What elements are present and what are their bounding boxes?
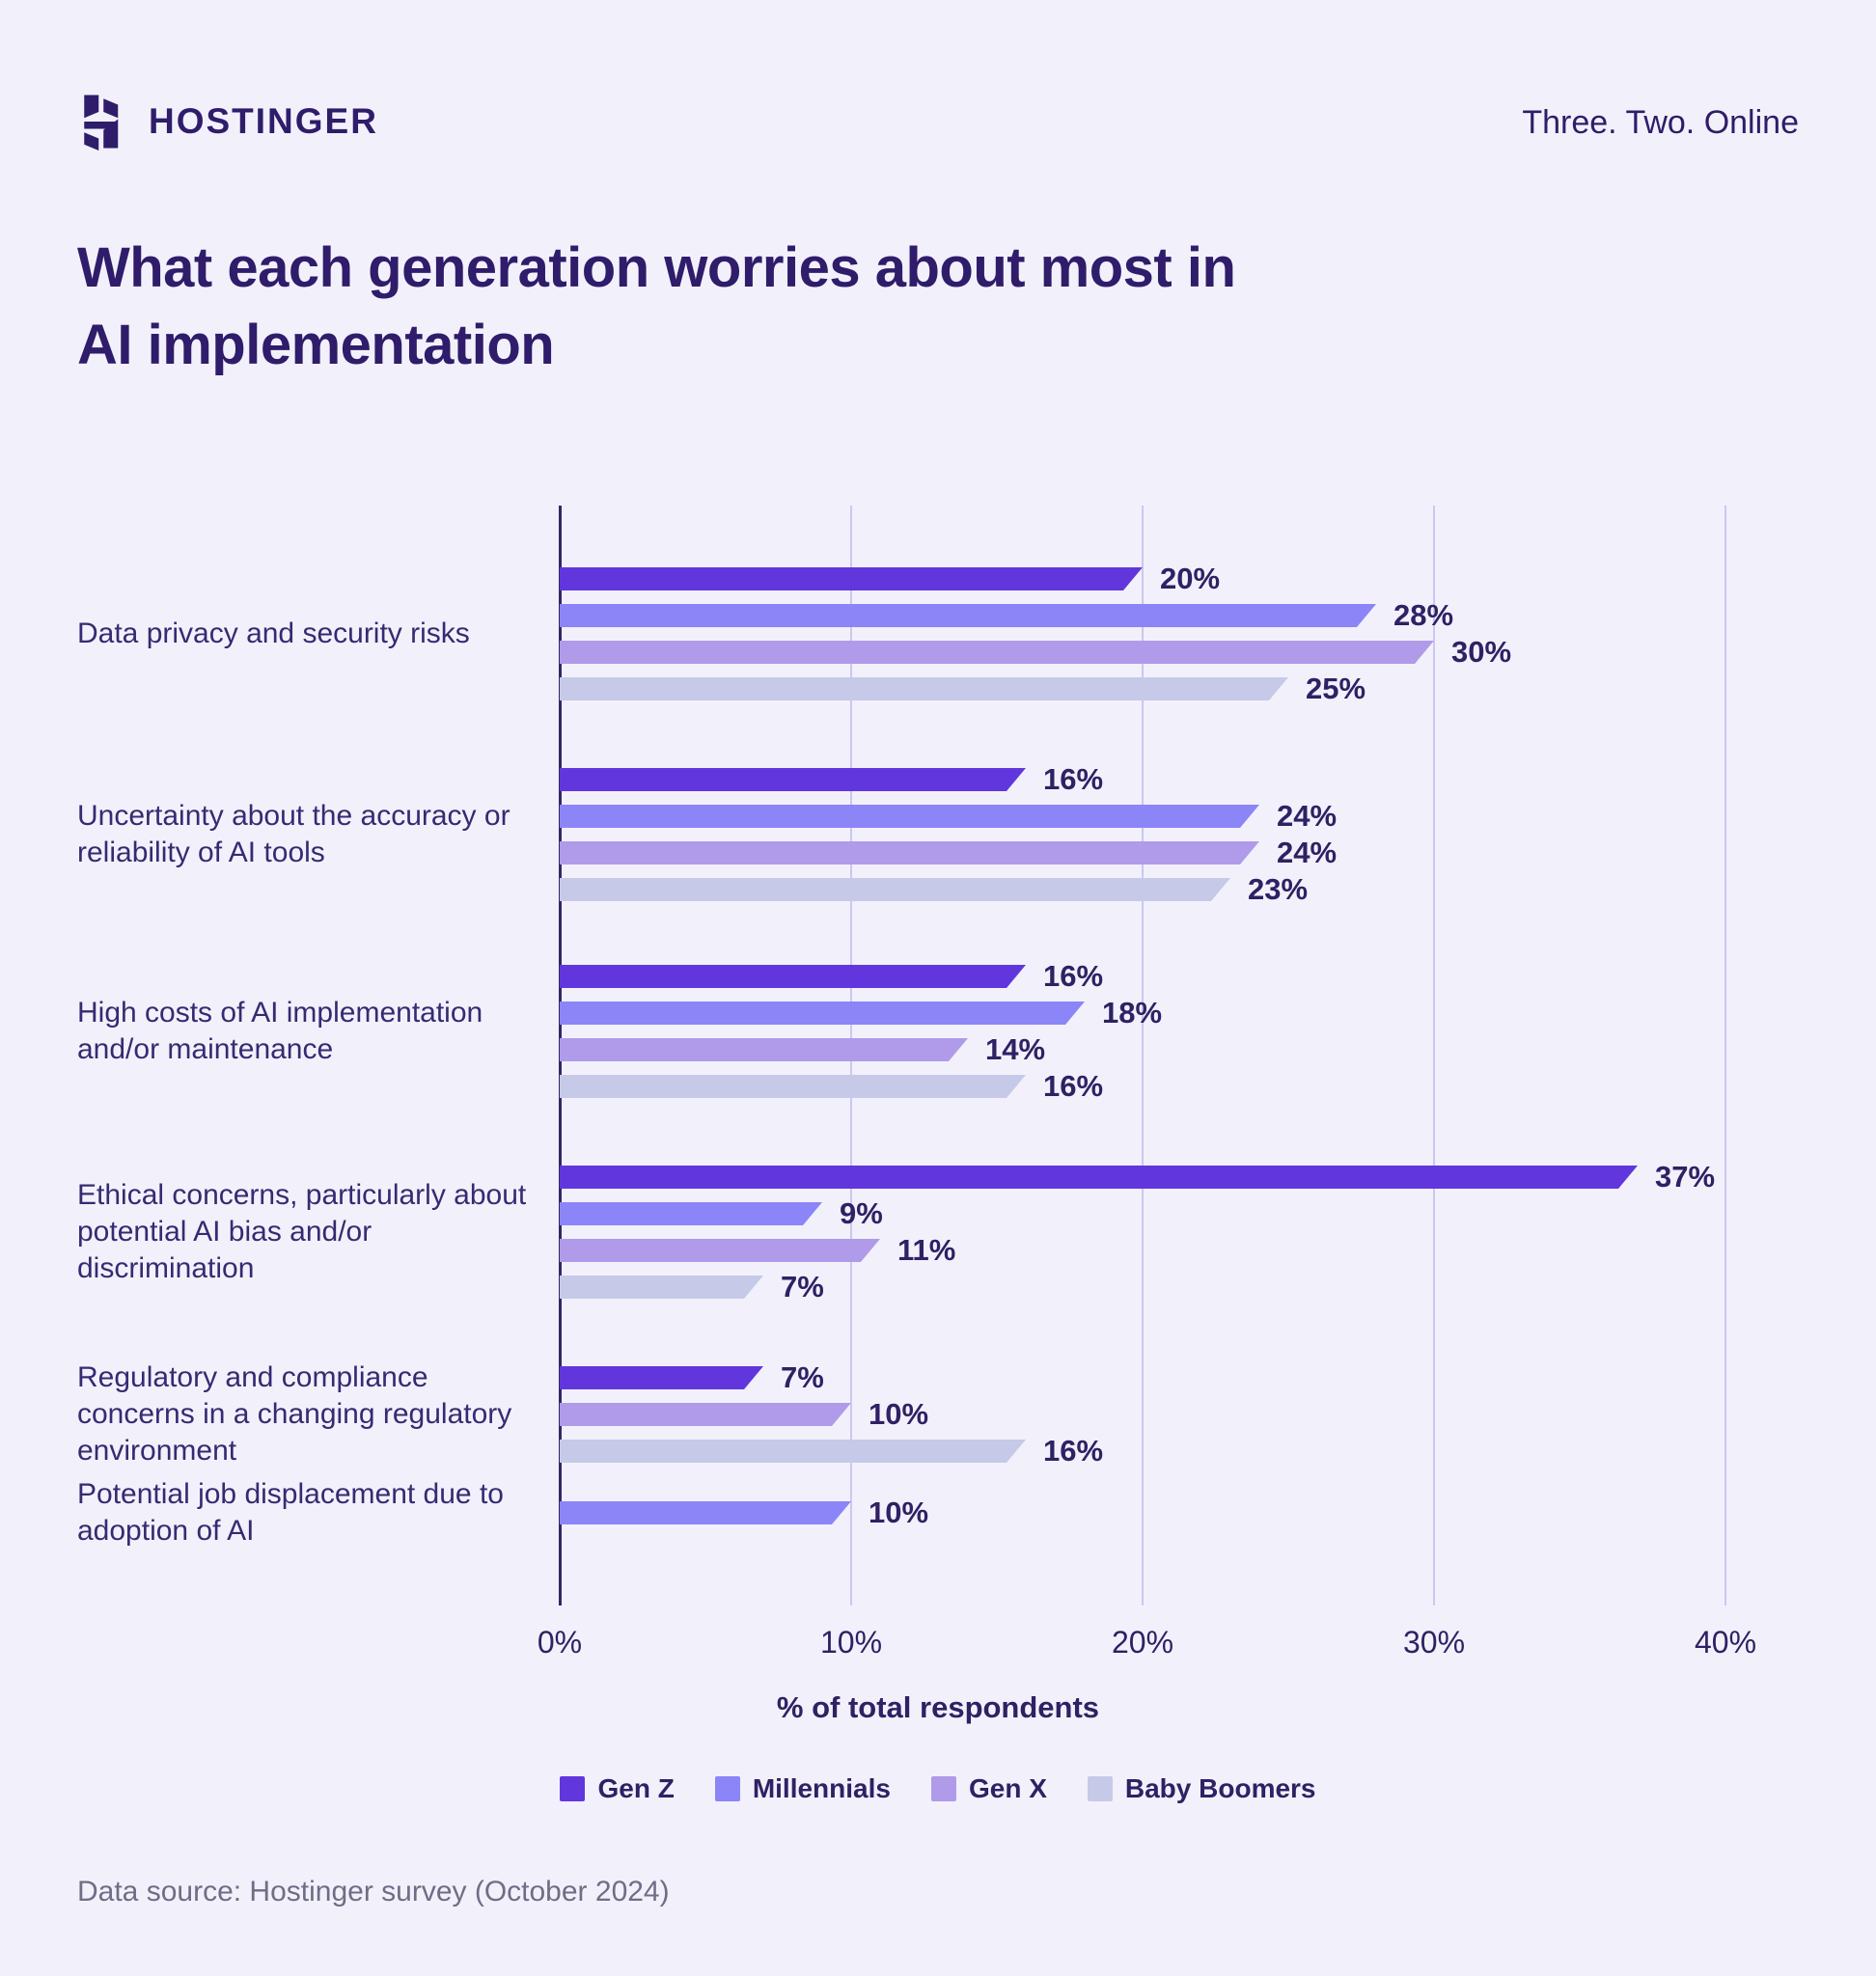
- bar-value-label: 23%: [1248, 872, 1309, 906]
- bar-gen-x: [560, 1038, 968, 1061]
- bar-value-label: 37%: [1655, 1160, 1716, 1194]
- legend-label: Millennials: [752, 1773, 891, 1803]
- legend-label: Baby Boomers: [1124, 1773, 1316, 1803]
- bar-row: 24%: [560, 836, 1725, 869]
- bar-row: 20%: [560, 562, 1725, 595]
- bar-value-label: 25%: [1306, 672, 1366, 705]
- brand-wordmark: HOSTINGER: [149, 101, 378, 141]
- gridline-30%: [1433, 506, 1435, 1606]
- data-source: Data source: Hostinger survey (October 2…: [77, 1876, 670, 1907]
- plot-area: 0% 10% 20% 30% 40% 20% 28% 30% 25% 16% 24% 24% 23% 16…: [538, 506, 1756, 1660]
- legend-item-gen-x: Gen X: [930, 1773, 1047, 1804]
- x-tick-label-0%: 0%: [537, 1625, 583, 1660]
- x-axis-title: % of total respondents: [776, 1690, 1100, 1724]
- bar-value-label: 14%: [985, 1032, 1046, 1066]
- bar-millennials: [560, 1002, 1085, 1025]
- bar-gen-z: [560, 1166, 1638, 1189]
- bar-row: 28%: [560, 598, 1725, 632]
- gridline-20%: [1142, 506, 1144, 1606]
- bar-value-label: 10%: [869, 1397, 929, 1431]
- x-tick-label-30%: 30%: [1402, 1625, 1466, 1660]
- category-label: High costs of AI implementation and/or m…: [77, 997, 483, 1065]
- bar-gen-z: [560, 768, 1026, 791]
- bar-value-label: 24%: [1277, 836, 1338, 869]
- bar-row: 11%: [560, 1233, 1725, 1267]
- bar-value-label: 18%: [1102, 996, 1163, 1029]
- bar-row: 14%: [560, 1032, 1725, 1066]
- bar-row: 16%: [560, 1434, 1725, 1468]
- header: HOSTINGER Three. Two. Online: [77, 93, 1799, 154]
- legend-item-millennials: Millennials: [714, 1773, 891, 1804]
- legend: Gen Z Millennials Gen X Baby Boomers: [0, 1773, 1876, 1804]
- bar-row: 30%: [560, 635, 1725, 669]
- legend-item-gen-z: Gen Z: [560, 1773, 675, 1804]
- bar-millennials: [560, 805, 1259, 828]
- bar-value-label: 24%: [1277, 799, 1338, 833]
- bar-baby-boomers: [560, 677, 1288, 700]
- bar-value-label: 11%: [897, 1233, 956, 1267]
- category-label: Regulatory and compliance concerns in a …: [77, 1361, 512, 1467]
- bar-gen-z: [560, 567, 1143, 590]
- gridline-40%: [1724, 506, 1726, 1606]
- category-label: Potential job displacement due to adopti…: [77, 1478, 504, 1547]
- bar-row: 37%: [560, 1160, 1725, 1194]
- bar-row: 18%: [560, 996, 1725, 1029]
- bar-value-label: 7%: [781, 1360, 824, 1394]
- x-tick-label-20%: 20%: [1111, 1625, 1174, 1660]
- bar-row: 7%: [560, 1270, 1725, 1304]
- bar-gen-x: [560, 641, 1434, 664]
- bar-millennials: [560, 1501, 851, 1524]
- bar-value-label: 9%: [840, 1196, 883, 1230]
- bar-value-label: 20%: [1160, 562, 1221, 595]
- bar-value-label: 16%: [1043, 762, 1104, 796]
- bar-baby-boomers: [560, 1075, 1026, 1098]
- page-title-line2: AI implementation: [77, 314, 555, 376]
- bar-value-label: 16%: [1043, 1434, 1104, 1468]
- bar-value-label: 28%: [1393, 598, 1454, 632]
- x-tick-label-40%: 40%: [1694, 1625, 1757, 1660]
- brand-tagline: Three. Two. Online: [1522, 104, 1799, 141]
- bar-row: 25%: [560, 672, 1725, 705]
- category-label: Ethical concerns, particularly about pot…: [77, 1179, 527, 1284]
- bar-millennials: [560, 1202, 822, 1225]
- legend-swatch: [560, 1776, 586, 1801]
- hostinger-h-icon: [84, 95, 119, 151]
- bar-gen-z: [560, 1366, 763, 1389]
- bar-value-label: 16%: [1043, 1069, 1104, 1103]
- legend-swatch: [714, 1776, 740, 1801]
- bar-row: 16%: [560, 1069, 1725, 1103]
- bar-baby-boomers: [560, 1276, 763, 1299]
- legend-swatch: [930, 1776, 956, 1801]
- bar-gen-z: [560, 965, 1026, 988]
- page-title: What each generation worries about most …: [77, 230, 1236, 384]
- category-label: Data privacy and security risks: [77, 618, 470, 649]
- bar-baby-boomers: [560, 1440, 1026, 1463]
- bar-value-label: 16%: [1043, 959, 1104, 993]
- bar-row: 16%: [560, 959, 1725, 993]
- legend-swatch: [1087, 1776, 1113, 1801]
- bar-row: 24%: [560, 799, 1725, 833]
- bar-value-label: 10%: [869, 1496, 929, 1529]
- bar-row: 9%: [560, 1196, 1725, 1230]
- bar-value-label: 30%: [1451, 635, 1512, 669]
- bar-row: 16%: [560, 762, 1725, 796]
- bar-row: 23%: [560, 872, 1725, 906]
- legend-label: Gen Z: [597, 1773, 675, 1803]
- bar-gen-x: [560, 1239, 880, 1262]
- bar-row: 7%: [560, 1360, 1725, 1394]
- page-title-line1: What each generation worries about most …: [77, 236, 1236, 299]
- legend-label: Gen X: [968, 1773, 1047, 1803]
- bar-row: 10%: [560, 1397, 1725, 1431]
- bar-row: 10%: [560, 1496, 1725, 1529]
- bar-gen-x: [560, 1403, 851, 1426]
- bar-value-label: 7%: [781, 1270, 824, 1304]
- category-label: Uncertainty about the accuracy or reliab…: [77, 800, 510, 868]
- bar-millennials: [560, 604, 1376, 627]
- bar-baby-boomers: [560, 878, 1230, 901]
- x-tick-label-10%: 10%: [819, 1625, 883, 1660]
- legend-item-baby-boomers: Baby Boomers: [1087, 1773, 1316, 1804]
- hostinger-logo: HOSTINGER: [77, 93, 378, 151]
- bar-gen-x: [560, 841, 1259, 864]
